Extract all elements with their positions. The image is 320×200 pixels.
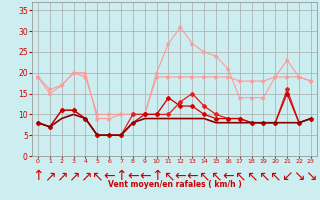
X-axis label: Vent moyen/en rafales ( km/h ): Vent moyen/en rafales ( km/h ) <box>108 180 241 189</box>
